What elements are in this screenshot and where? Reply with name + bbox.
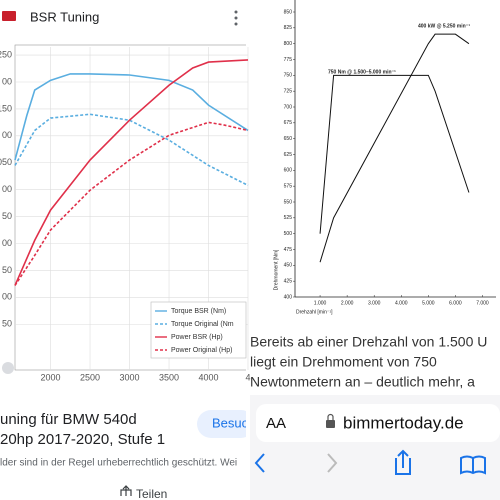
x-tick-label: 3.000 bbox=[368, 300, 381, 306]
y-tick-label: 700 bbox=[284, 104, 293, 110]
y-tick-label: 725 bbox=[284, 88, 293, 94]
text-size-button[interactable]: AA bbox=[266, 415, 286, 432]
notice: lder sind in der Regel urheberrechtlich … bbox=[0, 458, 237, 469]
caption-line: 20hp 2017-2020, Stufe 1 bbox=[0, 431, 165, 448]
address-bar[interactable] bbox=[256, 404, 500, 442]
url: bimmertoday.de bbox=[343, 413, 464, 432]
legend-label: Torque Original (Nm bbox=[171, 321, 234, 328]
paragraph-line: liegt ein Drehmoment von 750 bbox=[250, 354, 437, 370]
annotation: 750 Nm @ 1.500–5.000 min⁻¹ bbox=[328, 69, 396, 75]
bookmarks-button[interactable] bbox=[460, 455, 486, 475]
y-tick-label: 825 bbox=[284, 25, 293, 31]
x-tick-label: 4000 bbox=[198, 372, 218, 382]
caption-line: uning für BMW 540d bbox=[0, 411, 137, 428]
series-line bbox=[319, 33, 470, 263]
y-tick-label: 00 bbox=[2, 130, 12, 140]
y-tick-label: 00 bbox=[2, 76, 12, 86]
series-line bbox=[14, 121, 249, 286]
y-tick-label: 525 bbox=[284, 215, 293, 221]
legend-label: Torque BSR (Nm) bbox=[171, 308, 226, 315]
y-tick-label: 475 bbox=[284, 247, 293, 253]
x-tick-label: 5.000 bbox=[422, 300, 435, 306]
y-tick-label: 00 bbox=[2, 184, 12, 194]
y-tick-label: 575 bbox=[284, 183, 293, 189]
app-logo bbox=[2, 11, 16, 21]
y-tick-label: 250 bbox=[0, 49, 12, 59]
y-tick-label: 425 bbox=[284, 278, 293, 284]
y-tick-label: 600 bbox=[284, 168, 293, 174]
y-tick-label: 450 bbox=[284, 263, 293, 269]
lens-icon[interactable] bbox=[2, 362, 14, 374]
app-title: BSR Tuning bbox=[30, 9, 99, 24]
share-label: Teilen bbox=[136, 487, 167, 500]
x-tick-label: 4 bbox=[245, 372, 250, 382]
y-tick-label: 750 bbox=[284, 73, 293, 79]
x-tick-label: 3000 bbox=[120, 372, 140, 382]
x-tick-label: 2000 bbox=[41, 372, 61, 382]
y-tick-label: 050 bbox=[0, 157, 12, 167]
legend-label: Power BSR (Hp) bbox=[171, 334, 223, 341]
series-line bbox=[14, 73, 249, 161]
y-tick-label: 50 bbox=[2, 211, 12, 221]
back-button[interactable] bbox=[254, 453, 265, 473]
share-button[interactable]: Teilen bbox=[120, 485, 167, 500]
y-tick-label: 775 bbox=[284, 57, 293, 63]
x-tick-label: 4.000 bbox=[395, 300, 408, 306]
annotation: 400 kW @ 5.250 min⁻¹ bbox=[418, 23, 470, 29]
menu-button[interactable] bbox=[234, 10, 238, 26]
y-axis-label: Drehmoment [Nm] bbox=[273, 249, 279, 290]
y-tick-label: 00 bbox=[2, 292, 12, 302]
y-tick-label: 50 bbox=[2, 265, 12, 275]
x-tick-label: 3500 bbox=[159, 372, 179, 382]
y-tick-label: 675 bbox=[284, 120, 293, 126]
share-button[interactable] bbox=[395, 449, 411, 475]
lock-icon bbox=[326, 413, 335, 428]
x-tick-label: 6.000 bbox=[449, 300, 462, 306]
y-tick-label: 650 bbox=[284, 136, 293, 142]
y-tick-label: 550 bbox=[284, 199, 293, 205]
series-line bbox=[14, 59, 249, 286]
x-tick-label: 1.000 bbox=[314, 300, 327, 306]
x-axis-label: Drehzahl [min⁻¹] bbox=[296, 309, 333, 315]
paragraph-line: Bereits ab einer Drehzahl von 1.500 U bbox=[250, 334, 487, 350]
y-tick-label: 00 bbox=[2, 238, 12, 248]
visit-button[interactable] bbox=[197, 410, 255, 438]
paragraph-line: Newtonmetern an – deutlich mehr, a bbox=[250, 374, 475, 390]
series-line bbox=[319, 74, 470, 234]
y-tick-label: 400 bbox=[284, 294, 293, 300]
legend-label: Power Original (Hp) bbox=[171, 347, 232, 354]
y-tick-label: 850 bbox=[284, 9, 293, 15]
x-tick-label: 7.000 bbox=[476, 300, 489, 306]
x-tick-label: 2.000 bbox=[341, 300, 354, 306]
y-tick-label: 150 bbox=[0, 103, 12, 113]
forward-button[interactable] bbox=[327, 453, 338, 473]
visit-button-label: Besuc bbox=[212, 415, 249, 430]
y-tick-label: 500 bbox=[284, 231, 293, 237]
y-tick-label: 50 bbox=[2, 319, 12, 329]
y-tick-label: 625 bbox=[284, 152, 293, 158]
y-tick-label: 800 bbox=[284, 41, 293, 47]
x-tick-label: 2500 bbox=[80, 372, 100, 382]
